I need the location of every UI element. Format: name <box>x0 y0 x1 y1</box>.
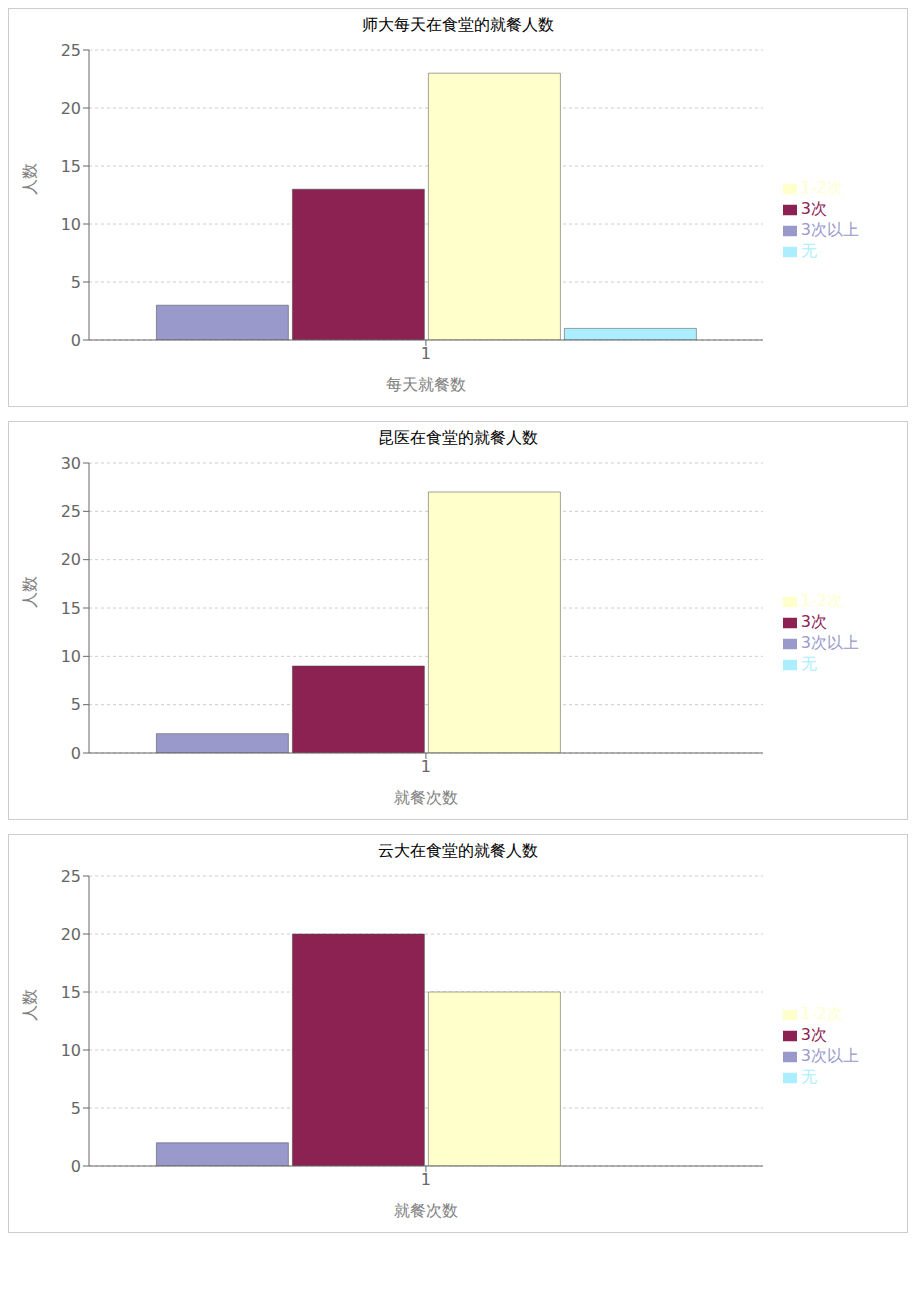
svg-text:0: 0 <box>71 744 81 763</box>
svg-text:0: 0 <box>71 331 81 350</box>
svg-text:就餐次数: 就餐次数 <box>394 1201 458 1220</box>
svg-text:10: 10 <box>61 1041 81 1060</box>
svg-text:25: 25 <box>61 867 81 886</box>
svg-text:20: 20 <box>61 925 81 944</box>
html-text:1-2次: 1-2次 <box>800 591 843 610</box>
html-text:1-2次: 1-2次 <box>800 1004 843 1023</box>
svg-text:1: 1 <box>421 344 431 363</box>
svg-text:1: 1 <box>421 757 431 776</box>
svg-text:5: 5 <box>71 1099 81 1118</box>
html-text:师大每天在食堂的就餐人数: 师大每天在食堂的就餐人数 <box>362 15 554 34</box>
html-text:3次以上: 3次以上 <box>800 1046 859 1065</box>
html-text:3次以上: 3次以上 <box>800 633 859 652</box>
svg-text:5: 5 <box>71 273 81 292</box>
svg-text:15: 15 <box>61 983 81 1002</box>
html-text:3次: 3次 <box>800 612 827 631</box>
svg-text:20: 20 <box>61 99 81 118</box>
html-text:3次: 3次 <box>800 1025 827 1044</box>
svg-text:10: 10 <box>61 647 81 666</box>
html-text:无: 无 <box>800 241 817 260</box>
svg-text:10: 10 <box>61 215 81 234</box>
svg-text:20: 20 <box>61 550 81 569</box>
html-text:1-2次: 1-2次 <box>800 178 843 197</box>
svg-text:15: 15 <box>61 599 81 618</box>
svg-text:人数: 人数 <box>20 163 39 195</box>
html-text:无: 无 <box>800 1067 817 1086</box>
html-text:无: 无 <box>800 654 817 673</box>
svg-text:30: 30 <box>61 454 81 473</box>
html-text:3次: 3次 <box>800 199 827 218</box>
svg-text:每天就餐数: 每天就餐数 <box>386 375 466 394</box>
svg-text:25: 25 <box>61 502 81 521</box>
svg-text:人数: 人数 <box>20 989 39 1021</box>
svg-text:1: 1 <box>421 1170 431 1189</box>
svg-text:15: 15 <box>61 157 81 176</box>
svg-text:人数: 人数 <box>20 576 39 608</box>
svg-text:0: 0 <box>71 1157 81 1176</box>
svg-text:就餐次数: 就餐次数 <box>394 788 458 807</box>
svg-text:25: 25 <box>61 41 81 60</box>
html-text:昆医在食堂的就餐人数: 昆医在食堂的就餐人数 <box>378 428 538 447</box>
svg-text:5: 5 <box>71 695 81 714</box>
html-text:3次以上: 3次以上 <box>800 220 859 239</box>
html-text:云大在食堂的就餐人数: 云大在食堂的就餐人数 <box>378 841 538 860</box>
